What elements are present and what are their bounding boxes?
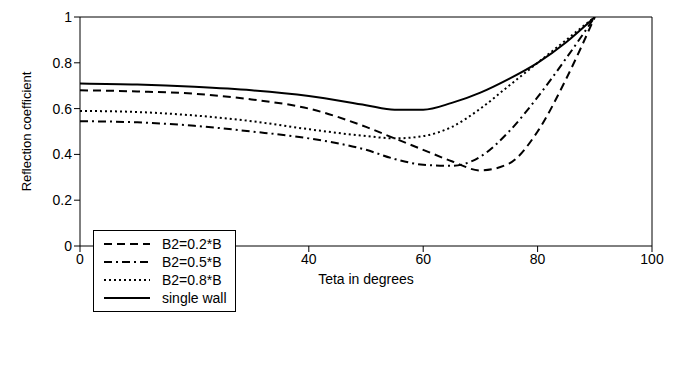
svg-text:80: 80 (530, 251, 546, 267)
svg-text:0: 0 (64, 238, 72, 254)
svg-text:1: 1 (64, 9, 72, 25)
svg-text:40: 40 (301, 251, 317, 267)
svg-text:Reflection coefficient: Reflection coefficient (19, 71, 34, 191)
svg-text:20: 20 (187, 251, 203, 267)
svg-text:0.4: 0.4 (53, 146, 73, 162)
svg-text:60: 60 (415, 251, 431, 267)
svg-text:Teta in degrees: Teta in degrees (318, 271, 414, 287)
svg-text:0.6: 0.6 (53, 101, 73, 117)
svg-text:0.8: 0.8 (53, 55, 73, 71)
svg-text:0.2: 0.2 (53, 192, 73, 208)
svg-text:0: 0 (76, 251, 84, 267)
svg-text:100: 100 (640, 251, 664, 267)
